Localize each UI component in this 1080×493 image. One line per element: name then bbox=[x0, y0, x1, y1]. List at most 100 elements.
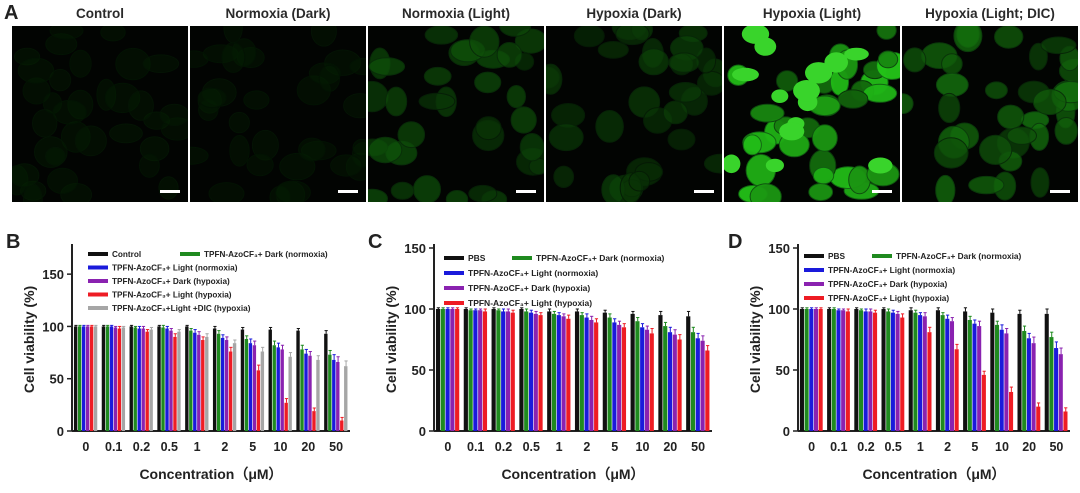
cell bbox=[470, 26, 499, 57]
bar bbox=[972, 324, 976, 431]
bar bbox=[257, 370, 260, 431]
y-tick-label: 50 bbox=[776, 363, 790, 378]
bar bbox=[832, 309, 836, 431]
legend-label: PBS bbox=[468, 253, 486, 263]
x-tick-label: 5 bbox=[611, 440, 618, 454]
bar bbox=[640, 327, 644, 431]
x-tick-label: 50 bbox=[1049, 440, 1063, 454]
cell bbox=[751, 104, 785, 122]
bar bbox=[809, 309, 813, 431]
legend-swatch bbox=[512, 256, 532, 260]
x-tick-label: 5 bbox=[249, 440, 256, 454]
legend-swatch bbox=[180, 252, 200, 256]
y-tick-label: 150 bbox=[404, 241, 426, 256]
legend-swatch bbox=[804, 282, 824, 286]
legend-swatch bbox=[444, 301, 464, 305]
chart-c: C0501001500 0.1 0.2 0.5 1 2 5 10 20 50Concentrati… bbox=[362, 226, 720, 493]
cell bbox=[1041, 37, 1076, 54]
bar bbox=[332, 360, 335, 431]
bar bbox=[1022, 331, 1026, 431]
bar bbox=[225, 340, 228, 431]
bar bbox=[891, 313, 895, 431]
x-tick-label: 0.2 bbox=[857, 440, 874, 454]
legend-swatch bbox=[804, 296, 824, 300]
bar bbox=[524, 311, 528, 431]
bar bbox=[603, 313, 607, 431]
bar bbox=[686, 316, 690, 431]
cell bbox=[574, 26, 604, 47]
bar bbox=[846, 311, 850, 431]
cell bbox=[639, 49, 668, 75]
x-axis-label: Concentration（μM） bbox=[501, 466, 644, 482]
scale-bar bbox=[516, 190, 536, 193]
bar bbox=[859, 310, 863, 431]
scale-bar bbox=[338, 190, 358, 193]
cell bbox=[954, 26, 982, 52]
legend-label: TPFN-AzoCF₃+ Dark (hypoxia) bbox=[828, 279, 948, 289]
bar bbox=[896, 314, 900, 431]
cell bbox=[244, 91, 269, 109]
x-tick-label: 0 bbox=[82, 440, 89, 454]
bar bbox=[909, 310, 913, 431]
bar bbox=[658, 315, 662, 431]
cell bbox=[942, 54, 963, 74]
bar bbox=[245, 339, 248, 431]
bar bbox=[229, 352, 232, 431]
cell bbox=[414, 176, 441, 202]
bright-cell bbox=[754, 37, 776, 55]
cell bbox=[398, 122, 425, 148]
legend-swatch bbox=[804, 268, 824, 272]
x-tick-label: 10 bbox=[636, 440, 650, 454]
bar bbox=[193, 333, 196, 431]
y-tick-label: 50 bbox=[50, 372, 64, 387]
bar bbox=[436, 309, 440, 431]
micrograph-normoxia-light bbox=[368, 26, 544, 202]
cell bbox=[669, 53, 699, 72]
bar bbox=[552, 314, 556, 431]
cell bbox=[419, 93, 455, 109]
bar bbox=[189, 331, 192, 431]
cell bbox=[511, 107, 536, 133]
cell bbox=[369, 58, 405, 76]
cell bbox=[159, 177, 178, 199]
bar bbox=[1009, 392, 1013, 431]
bar bbox=[169, 331, 172, 431]
bar bbox=[622, 327, 626, 431]
bar bbox=[221, 338, 224, 431]
cell bbox=[809, 184, 833, 201]
bar bbox=[492, 309, 496, 431]
cell bbox=[222, 43, 245, 73]
bar bbox=[691, 332, 695, 431]
bar bbox=[868, 311, 872, 431]
bar bbox=[608, 318, 612, 431]
bar bbox=[557, 315, 561, 431]
x-tick-label: 1 bbox=[556, 440, 563, 454]
bright-cell bbox=[844, 48, 869, 61]
bar bbox=[506, 311, 510, 431]
bar bbox=[668, 332, 672, 431]
bar bbox=[134, 327, 137, 431]
cell bbox=[878, 51, 897, 68]
scale-bar bbox=[160, 190, 180, 193]
bar bbox=[312, 411, 315, 431]
bright-cell bbox=[766, 159, 784, 172]
bar bbox=[941, 315, 945, 431]
bar bbox=[923, 316, 927, 431]
bar bbox=[118, 329, 121, 431]
cell bbox=[198, 88, 226, 107]
bar bbox=[469, 310, 473, 431]
cell bbox=[663, 101, 687, 124]
x-tick-label: 2 bbox=[583, 440, 590, 454]
bar bbox=[612, 322, 616, 431]
cell bbox=[507, 86, 525, 108]
cell bbox=[838, 90, 868, 108]
cell bbox=[936, 73, 968, 96]
cell bbox=[1007, 127, 1036, 144]
y-tick-label: 100 bbox=[42, 319, 64, 334]
cell bbox=[209, 183, 244, 202]
bar bbox=[201, 340, 204, 431]
bar bbox=[233, 343, 236, 431]
bar bbox=[631, 314, 635, 431]
bar bbox=[864, 311, 868, 431]
cell bbox=[48, 168, 78, 193]
